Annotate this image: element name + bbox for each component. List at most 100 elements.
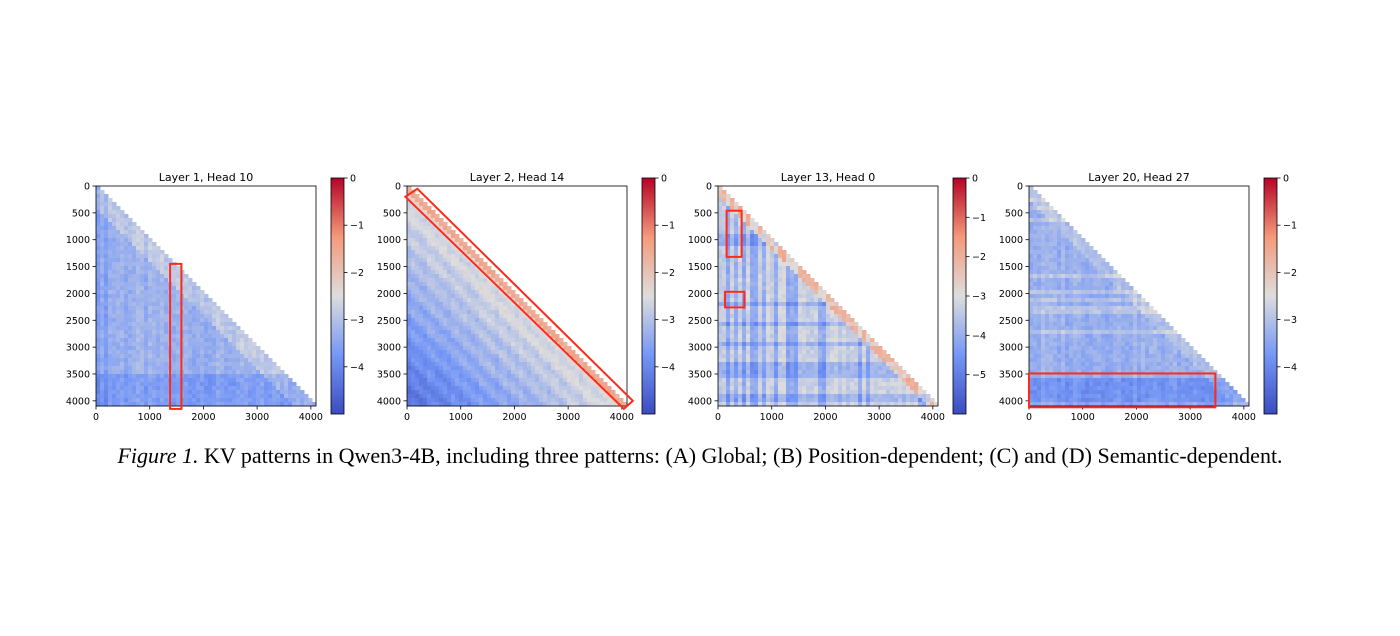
heatmap-cell	[746, 234, 751, 239]
heatmap-cell	[778, 302, 783, 307]
heatmap-cell	[1081, 238, 1086, 243]
heatmap-cell	[1089, 250, 1094, 255]
y-tick-label: 2500	[377, 316, 401, 327]
heatmap-cell	[1085, 246, 1090, 251]
heatmap-cell	[128, 378, 133, 383]
heatmap-cell	[112, 306, 117, 311]
heatmap-cell	[431, 318, 436, 323]
heatmap-cell	[479, 282, 484, 287]
heatmap-cell	[192, 378, 197, 383]
heatmap-cell	[423, 254, 428, 259]
heatmap-cell	[435, 290, 440, 295]
heatmap-cell	[188, 294, 193, 299]
heatmap-cell	[758, 226, 763, 231]
heatmap-cell	[128, 386, 133, 391]
heatmap-cell	[890, 366, 895, 371]
chart-panel-3: Layer 13, Head 00 1000 2000 3000 40000500100…	[688, 171, 986, 423]
heatmap-cell	[124, 282, 129, 287]
heatmap-cell	[431, 298, 436, 303]
heatmap-cell	[216, 366, 221, 371]
heatmap-cell	[794, 366, 799, 371]
heatmap-cell	[718, 278, 723, 283]
heatmap-cell	[1053, 266, 1058, 271]
heatmap-cell	[124, 346, 129, 351]
heatmap-cell	[758, 354, 763, 359]
heatmap-cell	[571, 366, 576, 371]
heatmap-cell	[810, 394, 815, 399]
heatmap-cell	[427, 358, 432, 363]
heatmap-cell	[459, 370, 464, 375]
heatmap-cell	[782, 354, 787, 359]
heatmap-cell	[415, 210, 420, 215]
heatmap-cell	[172, 394, 177, 399]
heatmap-cell	[527, 338, 532, 343]
heatmap-cell	[136, 270, 141, 275]
heatmap-cell	[184, 386, 189, 391]
heatmap-cell	[260, 390, 265, 395]
heatmap-cell	[439, 266, 444, 271]
heatmap-cell	[467, 250, 472, 255]
heatmap-cell	[810, 366, 815, 371]
heatmap-cell	[176, 290, 181, 295]
heatmap-cell	[1045, 202, 1050, 207]
heatmap-cell	[172, 354, 177, 359]
heatmap-cell	[431, 326, 436, 331]
heatmap-cell	[124, 366, 129, 371]
heatmap-cell	[754, 234, 759, 239]
heatmap-cell	[475, 278, 480, 283]
heatmap-cell	[184, 274, 189, 279]
heatmap-cell	[224, 318, 229, 323]
heatmap-cell	[802, 378, 807, 383]
heatmap-cell	[738, 314, 743, 319]
heatmap-cell	[734, 294, 739, 299]
heatmap-cell	[718, 250, 723, 255]
heatmap-cell	[499, 342, 504, 347]
heatmap-cell	[96, 374, 101, 379]
heatmap-cell	[140, 246, 145, 251]
heatmap-cell	[172, 358, 177, 363]
heatmap-cell	[443, 302, 448, 307]
heatmap-cell	[503, 294, 508, 299]
heatmap-cell	[447, 358, 452, 363]
heatmap-cell	[212, 394, 217, 399]
heatmap-cell	[439, 290, 444, 295]
heatmap-cell	[124, 370, 129, 375]
heatmap-cell	[567, 394, 572, 399]
heatmap-cell	[539, 374, 544, 379]
heatmap-cell	[818, 322, 823, 327]
heatmap-cell	[898, 366, 903, 371]
heatmap-cell	[822, 334, 827, 339]
heatmap-cell	[200, 370, 205, 375]
colorbar-tick-label: −1	[661, 221, 675, 232]
heatmap-cell	[870, 338, 875, 343]
heatmap-cell	[758, 294, 763, 299]
heatmap-cell	[914, 390, 919, 395]
heatmap-cell	[547, 398, 552, 403]
heatmap-cell	[838, 334, 843, 339]
heatmap-cell	[423, 302, 428, 307]
heatmap-cell	[244, 394, 249, 399]
heatmap-cell	[866, 394, 871, 399]
heatmap-cell	[300, 398, 305, 403]
heatmap-cell	[200, 302, 205, 307]
heatmap-cell	[774, 386, 779, 391]
heatmap-cell	[758, 314, 763, 319]
heatmap-cell	[567, 346, 572, 351]
heatmap-cell	[491, 318, 496, 323]
heatmap-cell	[232, 398, 237, 403]
heatmap-cell	[762, 334, 767, 339]
heatmap-cell	[148, 398, 153, 403]
heatmap-cell	[587, 402, 592, 407]
heatmap-cell	[774, 270, 779, 275]
heatmap-cell	[730, 202, 735, 207]
heatmap-cell	[136, 306, 141, 311]
heatmap-cell	[100, 298, 105, 303]
heatmap-cell	[523, 342, 528, 347]
heatmap-cell	[878, 386, 883, 391]
heatmap-cell	[511, 314, 516, 319]
heatmap-cell	[830, 402, 835, 407]
heatmap-cell	[204, 298, 209, 303]
heatmap-cell	[156, 254, 161, 259]
heatmap-cell	[100, 362, 105, 367]
heatmap-cell	[104, 234, 109, 239]
